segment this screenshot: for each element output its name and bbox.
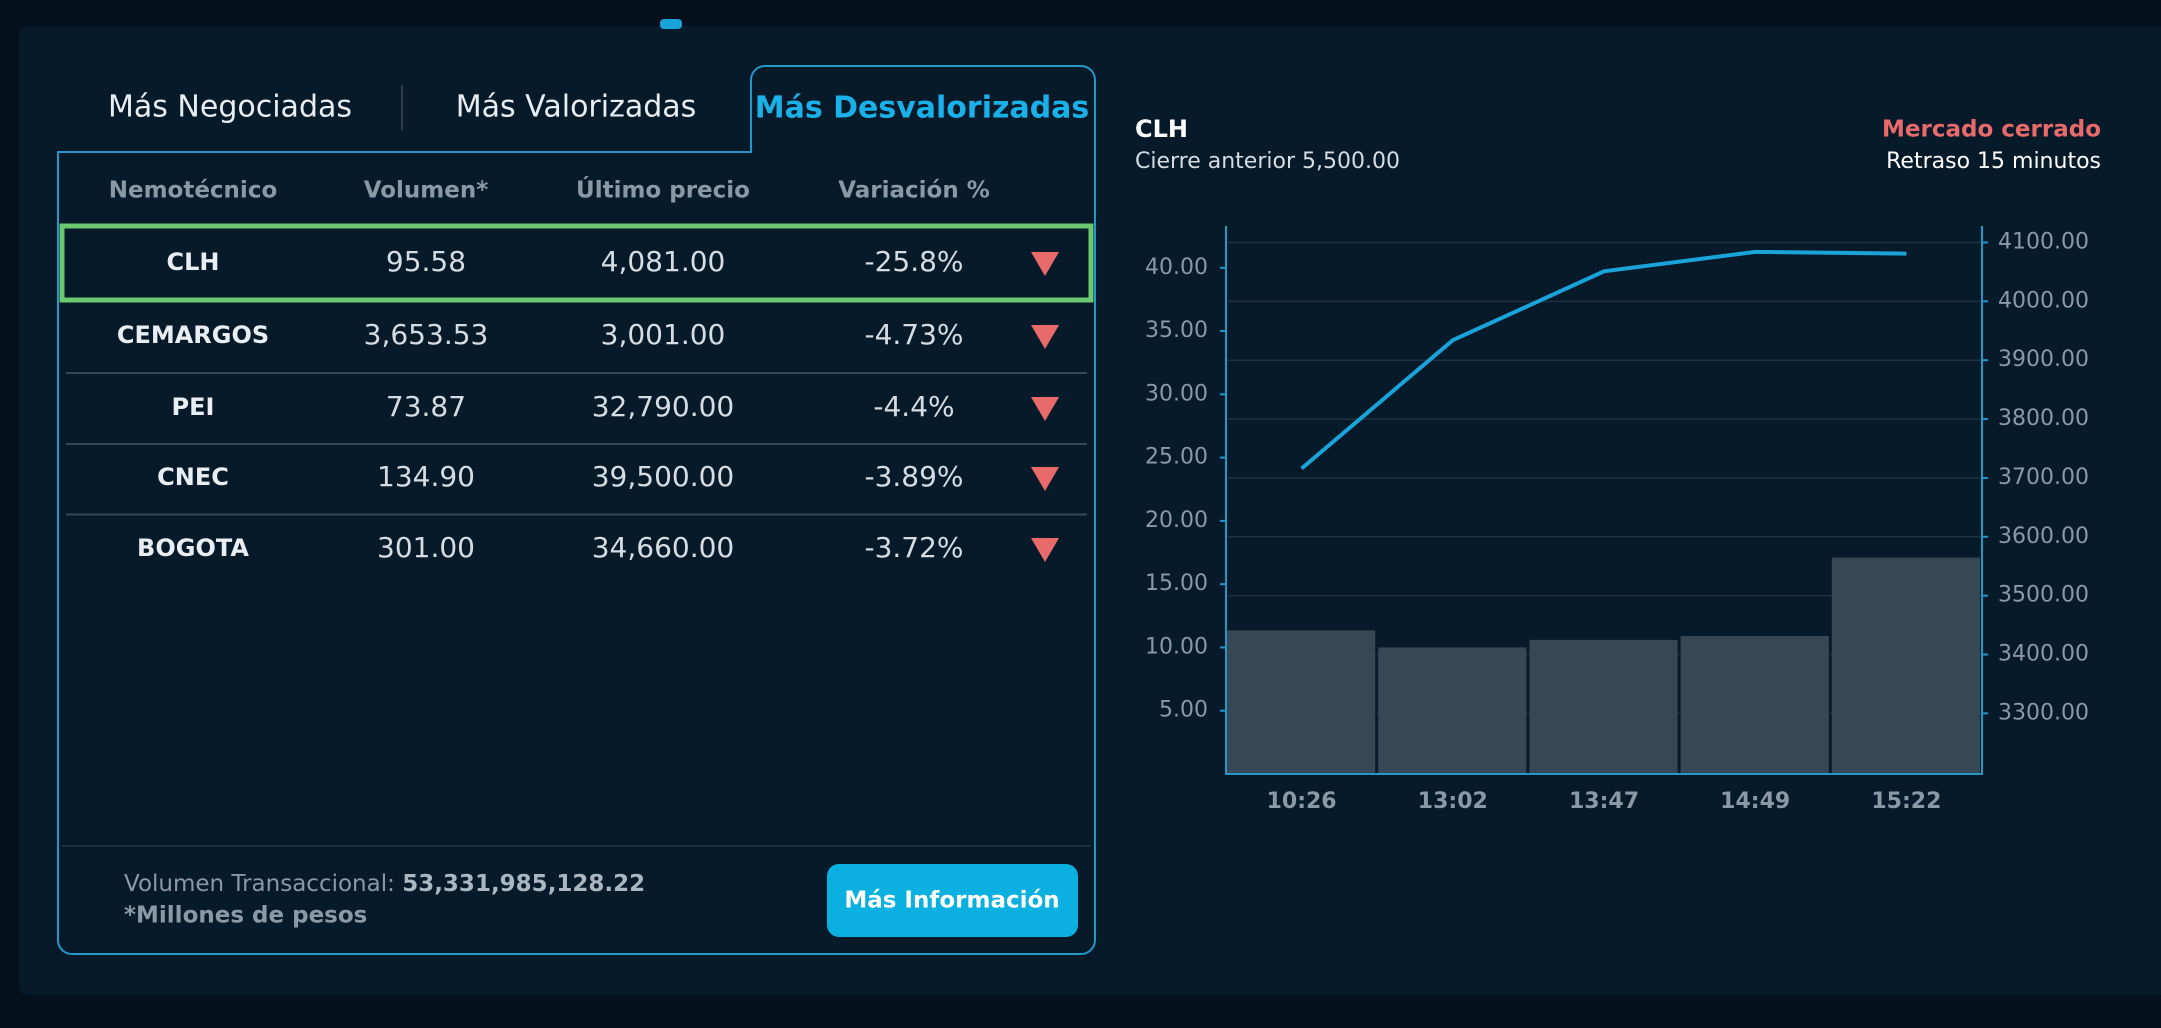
bar bbox=[1831, 557, 1980, 774]
market-state: Mercado cerrado bbox=[1882, 117, 2101, 143]
y2-tick-label: 3300.00 bbox=[1998, 700, 2089, 725]
cell[interactable]: 73.87 bbox=[386, 390, 466, 423]
ticker[interactable]: CEMARGOS bbox=[117, 321, 269, 349]
chart-subtitle: Cierre anterior 5,500.00 bbox=[1135, 149, 1400, 174]
y-tick-label: 5.00 bbox=[1159, 698, 1208, 723]
chart-title: CLH bbox=[1135, 115, 1188, 143]
y-tick-label: 35.00 bbox=[1145, 318, 1208, 343]
ticker[interactable]: BOGOTA bbox=[137, 534, 249, 562]
cell[interactable]: 3,001.00 bbox=[601, 318, 726, 351]
ticker[interactable]: CLH bbox=[167, 248, 220, 276]
column-header: Nemotécnico bbox=[109, 178, 278, 204]
ticker[interactable]: PEI bbox=[172, 393, 215, 421]
row-highlight bbox=[59, 223, 1094, 303]
y2-tick-label: 3900.00 bbox=[1998, 347, 2089, 372]
column-header: Variación % bbox=[838, 178, 990, 204]
down-arrow bbox=[1031, 325, 1059, 349]
footer-volume: Volumen Transaccional: 53,331,985,128.22 bbox=[124, 871, 645, 897]
ticker[interactable]: CNEC bbox=[157, 463, 229, 491]
y2-tick-label: 3800.00 bbox=[1998, 406, 2089, 431]
y-tick-label: 25.00 bbox=[1145, 445, 1208, 470]
cell[interactable]: 32,790.00 bbox=[592, 390, 735, 423]
cell[interactable]: 34,660.00 bbox=[592, 531, 735, 564]
cell[interactable]: 39,500.00 bbox=[592, 460, 735, 493]
down-arrow bbox=[1031, 538, 1059, 562]
cell[interactable]: -4.73% bbox=[864, 318, 963, 351]
volume-label: Volumen Transaccional: bbox=[124, 871, 395, 897]
x-tick-label: 10:26 bbox=[1267, 789, 1337, 814]
y2-tick-label: 4000.00 bbox=[1998, 288, 2089, 313]
y2-tick-label: 3400.00 bbox=[1998, 642, 2089, 667]
x-tick-label: 13:47 bbox=[1569, 789, 1639, 814]
cell[interactable]: -3.89% bbox=[864, 460, 963, 493]
bar bbox=[1680, 636, 1829, 774]
cell[interactable]: 134.90 bbox=[377, 460, 475, 493]
y2-tick-label: 4100.00 bbox=[1998, 229, 2089, 254]
bar bbox=[1378, 647, 1527, 774]
footer-note: *Millones de pesos bbox=[124, 903, 367, 929]
tab[interactable]: Más Valorizadas bbox=[456, 90, 697, 125]
volume-value: 53,331,985,128.22 bbox=[402, 871, 645, 897]
cell[interactable]: 4,081.00 bbox=[601, 245, 726, 278]
down-arrow bbox=[1031, 397, 1059, 421]
tab[interactable]: Más Negociadas bbox=[108, 90, 352, 125]
tab-active[interactable]: Más Desvalorizadas bbox=[755, 91, 1090, 126]
y2-tick-label: 3700.00 bbox=[1998, 465, 2089, 490]
cell[interactable]: -4.4% bbox=[873, 390, 954, 423]
down-arrow bbox=[1031, 467, 1059, 491]
y-tick-label: 10.00 bbox=[1145, 634, 1208, 659]
table-frame bbox=[57, 65, 1096, 955]
x-tick-label: 14:49 bbox=[1720, 789, 1790, 814]
bar bbox=[1529, 639, 1678, 774]
y2-tick-label: 3500.00 bbox=[1998, 583, 2089, 608]
bar bbox=[1227, 630, 1376, 774]
x-tick-label: 13:02 bbox=[1418, 789, 1488, 814]
y-tick-label: 30.00 bbox=[1145, 381, 1208, 406]
cell[interactable]: 3,653.53 bbox=[364, 318, 489, 351]
price-line bbox=[1300, 249, 1907, 471]
axes bbox=[1225, 226, 1983, 775]
y-tick-label: 20.00 bbox=[1145, 508, 1208, 533]
column-header: Volumen* bbox=[364, 178, 489, 204]
indicator bbox=[660, 19, 682, 29]
cell[interactable]: 301.00 bbox=[377, 531, 475, 564]
y-tick-label: 40.00 bbox=[1145, 255, 1208, 280]
panel bbox=[19, 26, 2161, 995]
cell[interactable]: -25.8% bbox=[864, 245, 963, 278]
y-tick-label: 15.00 bbox=[1145, 571, 1208, 596]
cell[interactable]: -3.72% bbox=[864, 531, 963, 564]
button-label[interactable]: Más Información bbox=[844, 888, 1059, 914]
x-tick-label: 15:22 bbox=[1871, 789, 1941, 814]
y2-tick-label: 3600.00 bbox=[1998, 524, 2089, 549]
down-arrow bbox=[1031, 252, 1059, 276]
column-header: Último precio bbox=[576, 176, 750, 204]
market-delay: Retraso 15 minutos bbox=[1886, 149, 2101, 174]
cell[interactable]: 95.58 bbox=[386, 245, 466, 278]
button[interactable] bbox=[827, 864, 1078, 937]
